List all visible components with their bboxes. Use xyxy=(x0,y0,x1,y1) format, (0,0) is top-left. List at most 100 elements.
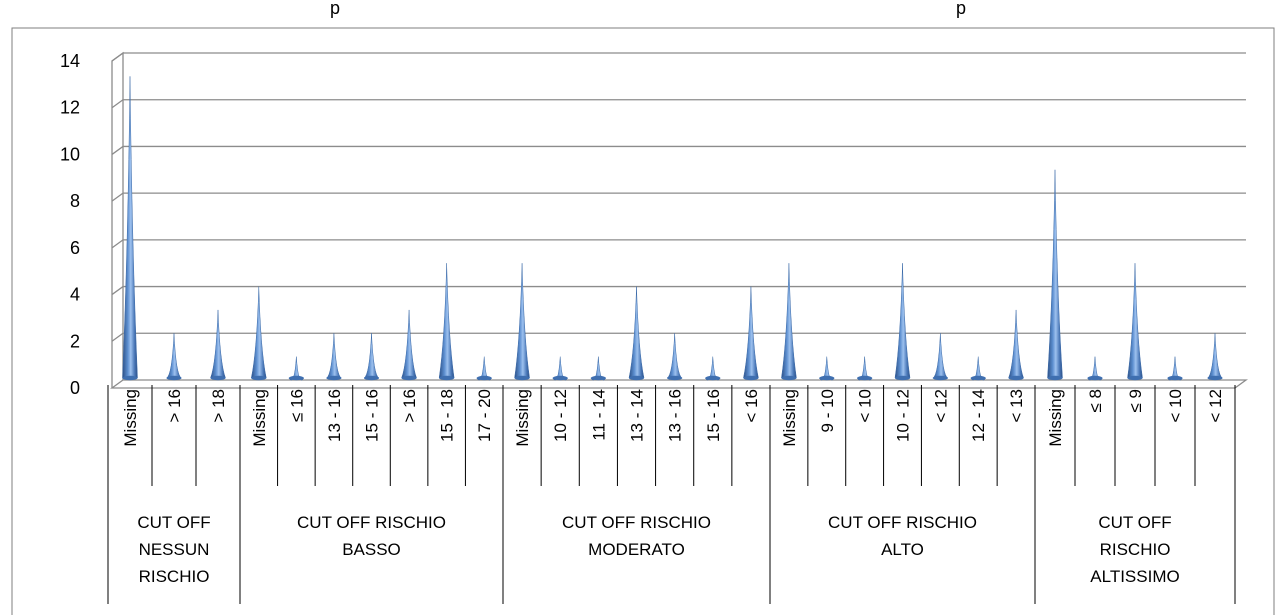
cone-base xyxy=(166,375,182,381)
category-label: 12 - 14 xyxy=(969,389,988,442)
cone-base xyxy=(1127,375,1143,381)
category-label: Missing xyxy=(250,389,269,447)
group-label: CUT OFF RISCHIO xyxy=(828,513,977,532)
cone-bar xyxy=(401,309,417,379)
category-label: Missing xyxy=(121,389,140,447)
category-label: < 10 xyxy=(1166,389,1185,423)
cone-bar xyxy=(363,333,380,379)
group-label: ALTO xyxy=(881,540,924,559)
category-label: 15 - 18 xyxy=(438,389,457,442)
category-label: ≤ 16 xyxy=(287,389,306,422)
cone-base xyxy=(326,375,342,381)
cone-bar xyxy=(1008,309,1024,379)
cone-base xyxy=(895,375,910,381)
cone-base xyxy=(932,375,948,381)
chart-frame xyxy=(11,27,1275,615)
category-label: 13 - 16 xyxy=(666,389,685,442)
group-label: CUT OFF RISCHIO xyxy=(297,513,446,532)
category-label: 9 - 10 xyxy=(818,389,837,432)
cone-bar xyxy=(932,333,949,379)
category-label: > 18 xyxy=(209,389,228,423)
cone-base xyxy=(590,375,606,381)
cone-base xyxy=(781,375,797,381)
category-label: 15 - 16 xyxy=(704,389,723,442)
cone-base xyxy=(1207,375,1223,381)
cone-base xyxy=(552,375,568,381)
cone-bar xyxy=(1127,263,1143,379)
chart-floor xyxy=(110,379,1248,389)
cone-base xyxy=(970,375,986,381)
cone-bar xyxy=(1207,333,1223,379)
category-label: ≤ 8 xyxy=(1086,389,1105,413)
cone-bar xyxy=(438,263,455,379)
cone-base xyxy=(857,375,873,381)
cone-bar xyxy=(122,76,138,379)
cone-base xyxy=(1047,375,1063,381)
cone-base xyxy=(705,375,721,381)
cone-base xyxy=(514,375,530,381)
group-label: CUT OFF RISCHIO xyxy=(562,513,711,532)
cone-bar xyxy=(743,286,759,379)
cone-bar xyxy=(894,263,911,379)
cone-bar xyxy=(250,286,267,379)
category-label: 13 - 14 xyxy=(628,389,647,442)
y-tick-label: 2 xyxy=(70,331,80,351)
cone-bar xyxy=(666,333,683,379)
y-tick-label: 6 xyxy=(70,238,80,258)
cone-bar xyxy=(781,263,797,379)
category-label: < 12 xyxy=(931,389,950,423)
y-tick-label: 4 xyxy=(70,285,80,305)
category-label: < 10 xyxy=(856,389,875,423)
category-label: > 16 xyxy=(400,389,419,423)
cone-base xyxy=(364,375,379,381)
cone-base xyxy=(1008,375,1024,381)
cone-bar xyxy=(514,263,530,379)
y-tick-label: 14 xyxy=(60,51,80,71)
title-fragment-left: p xyxy=(330,0,340,18)
cone-base xyxy=(476,375,492,381)
y-tick-label: 12 xyxy=(60,98,80,118)
title-fragment-right: p xyxy=(956,0,966,18)
category-label: > 16 xyxy=(165,389,184,423)
cone-base xyxy=(210,375,226,381)
cone-bar xyxy=(326,333,342,379)
category-label: < 13 xyxy=(1007,389,1026,423)
group-label: CUT OFF xyxy=(137,513,210,532)
cone-bar xyxy=(628,286,645,379)
cone-base xyxy=(667,375,683,381)
cone-base xyxy=(1167,375,1183,381)
cone-base xyxy=(401,375,417,381)
cone-base xyxy=(439,375,455,381)
cone-bar xyxy=(1047,169,1063,379)
y-tick-label: 10 xyxy=(60,144,80,164)
category-label: Missing xyxy=(1046,389,1065,447)
y-tick-label: 0 xyxy=(70,378,80,398)
cone-base xyxy=(743,375,759,381)
category-label: < 16 xyxy=(742,389,761,423)
group-label: ALTISSIMO xyxy=(1090,567,1179,586)
category-label: Missing xyxy=(780,389,799,447)
category-label: Missing xyxy=(513,389,532,447)
category-label: 10 - 12 xyxy=(551,389,570,442)
cone-bar xyxy=(166,333,182,379)
group-label: CUT OFF xyxy=(1098,513,1171,532)
group-label: NESSUN xyxy=(139,540,210,559)
y-tick-label: 8 xyxy=(70,191,80,211)
cone-base xyxy=(122,375,138,381)
cone-base xyxy=(288,375,304,381)
cone-base xyxy=(1087,375,1103,381)
category-label: 17 - 20 xyxy=(475,389,494,442)
category-label: 11 - 14 xyxy=(589,389,608,441)
group-label: RISCHIO xyxy=(1100,540,1171,559)
group-label: BASSO xyxy=(342,540,401,559)
category-label: 13 - 16 xyxy=(325,389,344,442)
category-label: ≤ 9 xyxy=(1126,389,1145,413)
group-label: RISCHIO xyxy=(139,567,210,586)
group-label: MODERATO xyxy=(588,540,685,559)
category-label: 15 - 16 xyxy=(363,389,382,442)
cone-base xyxy=(251,375,267,381)
category-label: 10 - 12 xyxy=(894,389,913,442)
cone-base xyxy=(629,375,644,381)
chart-left-wall xyxy=(111,51,124,388)
